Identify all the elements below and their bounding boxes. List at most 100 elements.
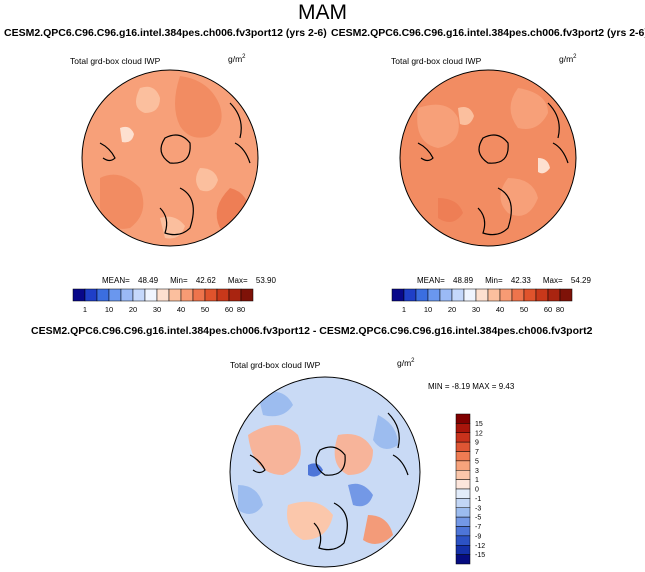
panel2-units: g/m2	[559, 54, 577, 64]
colorbar-swatch	[455, 441, 471, 452]
colorbar-tick-label: -1	[475, 496, 481, 503]
page-title: MAM	[298, 1, 347, 24]
colorbar-tick-label: 50	[201, 305, 209, 314]
colorbar-swatch	[240, 288, 254, 302]
colorbar-swatch	[84, 288, 98, 302]
colorbar-swatch	[455, 554, 471, 565]
panel1-colorbar: 1 10 20 30 40 50 60 80	[72, 288, 254, 314]
colorbar-swatch	[228, 288, 242, 302]
colorbar-swatch	[439, 288, 453, 302]
colorbar-swatch	[475, 288, 489, 302]
panel1-case-title: CESM2.QPC6.C96.C96.g16.intel.384pes.ch00…	[4, 27, 327, 39]
colorbar-tick-label: 12	[475, 430, 483, 437]
colorbar-tick-label: 80	[237, 305, 245, 314]
colorbar-swatch	[180, 288, 194, 302]
colorbar-swatch	[144, 288, 158, 302]
colorbar-tick-label: -15	[475, 552, 485, 559]
colorbar-swatch	[455, 460, 471, 471]
colorbar-tick-label: 1	[83, 305, 87, 314]
colorbar-tick-label: 60	[225, 305, 233, 314]
colorbar-swatch	[391, 288, 405, 302]
diff-stats: MIN = -8.19 MAX = 9.43	[428, 382, 515, 391]
colorbar-tick-label: 0	[475, 487, 479, 494]
colorbar-tick-label: 30	[472, 305, 480, 314]
colorbar-swatch	[455, 479, 471, 490]
colorbar-swatch	[463, 288, 477, 302]
diff-units: g/m2	[397, 358, 415, 368]
colorbar-tick-label: 5	[475, 458, 479, 465]
colorbar-tick-label: 3	[475, 468, 479, 475]
colorbar-swatch	[547, 288, 561, 302]
colorbar-swatch	[487, 288, 501, 302]
colorbar-tick-label: 60	[544, 305, 552, 314]
panel2-map-background	[400, 70, 576, 246]
colorbar-swatch	[120, 288, 134, 302]
colorbar-swatch	[455, 545, 471, 555]
colorbar-swatch	[523, 288, 537, 302]
panel2-stats: MEAN= 48.89 Min= 42.33 Max= 54.29	[417, 276, 591, 285]
colorbar-swatch	[156, 288, 170, 302]
colorbar-tick-label: 40	[496, 305, 504, 314]
panel2-polar-map	[399, 69, 577, 247]
panel1-units: g/m2	[228, 54, 246, 64]
colorbar-tick-label: 10	[424, 305, 432, 314]
colorbar-swatch	[455, 470, 471, 480]
colorbar-swatch	[108, 288, 122, 302]
colorbar-swatch	[204, 288, 218, 302]
panel2-colorbar: 1 10 20 30 40 50 60 80	[391, 288, 573, 314]
colorbar-swatch	[455, 498, 471, 508]
colorbar-swatch	[132, 288, 146, 302]
colorbar-swatch	[216, 288, 230, 302]
colorbar-swatch	[559, 288, 573, 302]
colorbar-tick-label: 9	[475, 440, 479, 447]
colorbar-tick-label: 1	[475, 477, 479, 484]
colorbar-swatch	[511, 288, 525, 302]
panel1-contour-fill	[99, 76, 251, 239]
diff-polar-map	[229, 376, 421, 568]
colorbar-swatch	[455, 526, 471, 537]
colorbar-tick-label: 30	[153, 305, 161, 314]
panel1-stats: MEAN= 48.49 Min= 42.62 Max= 53.90	[102, 276, 276, 285]
diff-contour-fill	[238, 391, 409, 551]
panel1-variable-label: Total grd-box cloud IWP	[70, 56, 161, 66]
colorbar-swatch	[455, 413, 471, 424]
colorbar-swatch	[455, 516, 471, 527]
colorbar-tick-label: -12	[475, 543, 485, 550]
panel1-polar-map	[81, 69, 259, 247]
panel2-case-title: CESM2.QPC6.C96.C96.g16.intel.384pes.ch00…	[331, 27, 645, 39]
diff-colorbar: 15 12 9 7 5 3 1 0 -1 -3 -5 -7 -9 -12 -15	[455, 413, 485, 565]
colorbar-swatch	[451, 288, 465, 302]
colorbar-swatch	[403, 288, 417, 302]
diff-variable-label: Total grd-box cloud IWP	[230, 360, 321, 370]
colorbar-swatch	[535, 288, 549, 302]
colorbar-swatch	[455, 535, 471, 546]
colorbar-swatch	[72, 288, 86, 302]
colorbar-tick-label: 10	[105, 305, 113, 314]
colorbar-tick-label: -7	[475, 524, 481, 531]
colorbar-swatch	[192, 288, 206, 302]
colorbar-tick-label: 7	[475, 449, 479, 456]
colorbar-tick-label: 20	[448, 305, 456, 314]
diff-title: CESM2.QPC6.C96.C96.g16.intel.384pes.ch00…	[31, 325, 593, 337]
colorbar-tick-label: 40	[177, 305, 185, 314]
colorbar-tick-label: 15	[475, 421, 483, 428]
colorbar-swatch	[168, 288, 182, 302]
panel2-contour-fill	[417, 88, 569, 236]
colorbar-swatch	[455, 451, 471, 462]
colorbar-swatch	[455, 488, 471, 499]
colorbar-swatch	[415, 288, 429, 302]
colorbar-tick-label: -3	[475, 505, 481, 512]
colorbar-swatch	[499, 288, 513, 302]
panel2-variable-label: Total grd-box cloud IWP	[391, 56, 482, 66]
colorbar-tick-label: -9	[475, 533, 481, 540]
colorbar-tick-label: 1	[402, 305, 406, 314]
colorbar-swatch	[455, 423, 471, 433]
colorbar-swatch	[427, 288, 441, 302]
colorbar-tick-label: -5	[475, 515, 481, 522]
colorbar-swatch	[455, 432, 471, 443]
colorbar-tick-label: 80	[556, 305, 564, 314]
colorbar-swatch	[455, 507, 471, 518]
colorbar-tick-label: 50	[520, 305, 528, 314]
colorbar-tick-label: 20	[129, 305, 137, 314]
colorbar-swatch	[96, 288, 110, 302]
